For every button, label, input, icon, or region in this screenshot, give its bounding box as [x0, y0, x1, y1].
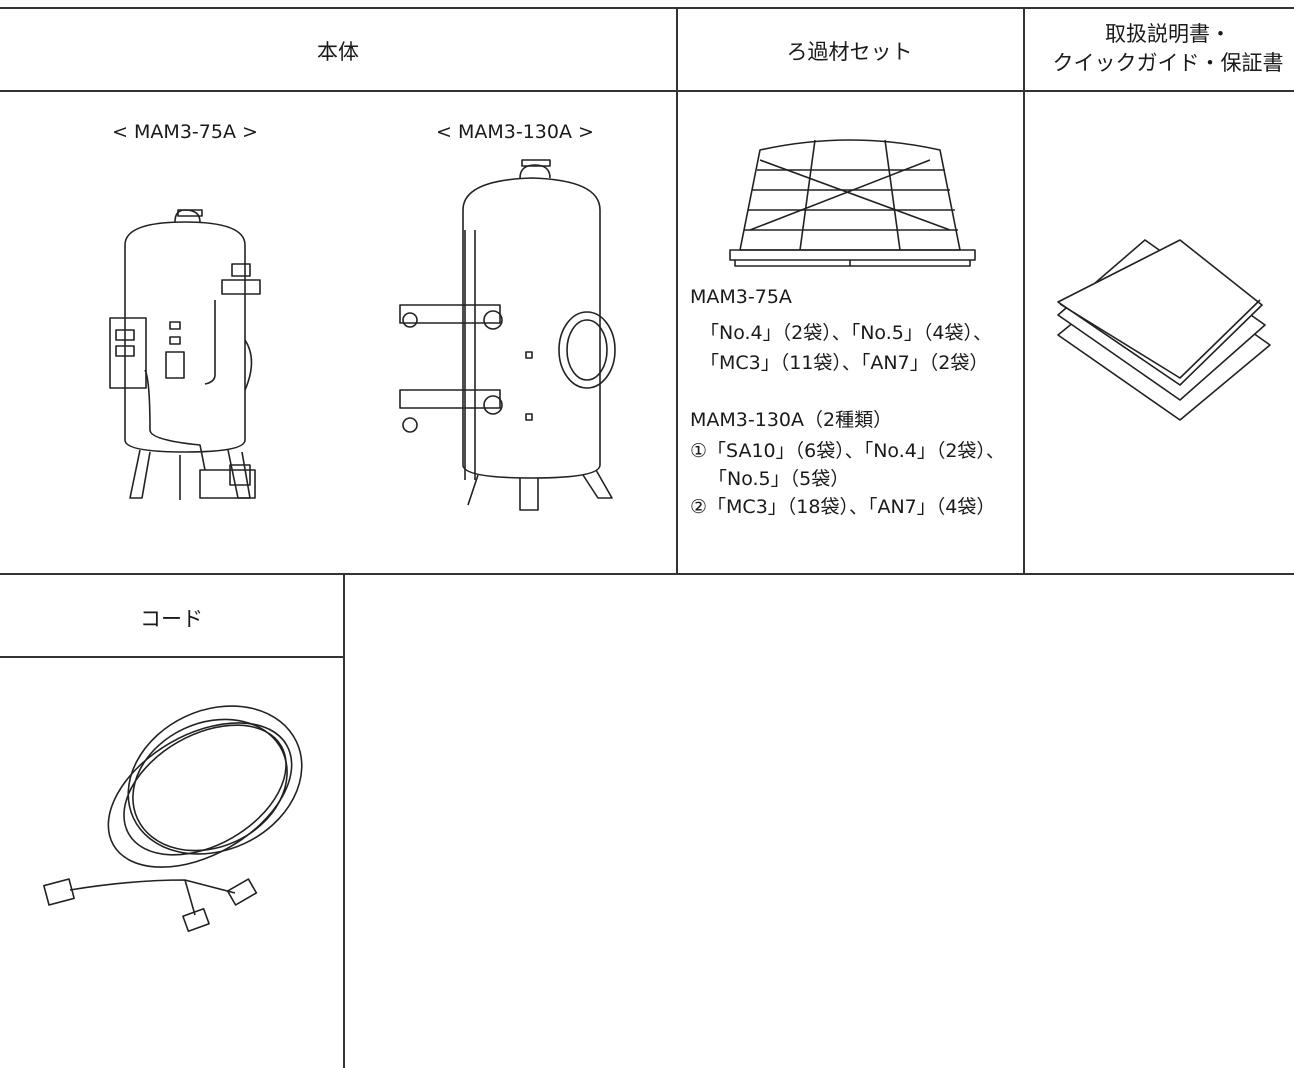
rule — [676, 7, 678, 574]
filter-media-illustration — [729, 139, 976, 267]
rule — [0, 573, 1294, 575]
cord-illustration — [43, 705, 303, 933]
tank-illustration — [399, 159, 616, 511]
header: 取扱説明書・ — [1105, 22, 1231, 46]
text: 「No.5」（5袋） — [708, 468, 850, 490]
rule — [1023, 7, 1025, 574]
text: 「No.4」（2袋）、「No.5」（4袋）、 — [700, 322, 992, 344]
rule — [0, 90, 1294, 92]
header: ろ過材セット — [786, 40, 913, 64]
text: ①「SA10」（6袋）、「No.4」（2袋）、 — [690, 440, 1005, 462]
header: クイックガイド・保証書 — [1052, 51, 1284, 75]
model-label: < MAM3-130A > — [436, 121, 594, 143]
text: 「MC3」（11袋）、「AN7」（2袋） — [700, 352, 989, 374]
rule — [343, 573, 345, 1068]
header: コード — [140, 607, 203, 631]
group-title: MAM3-130A（2種類） — [690, 409, 893, 431]
text: ②「MC3」（18袋）、「AN7」（4袋） — [690, 496, 996, 518]
rule — [0, 7, 1294, 9]
manual-illustration — [1057, 239, 1271, 421]
tank-illustration — [109, 209, 261, 500]
group-title: MAM3-75A — [690, 286, 792, 308]
rule — [0, 656, 343, 658]
header: 本体 — [317, 40, 359, 64]
model-label: < MAM3-75A > — [112, 121, 258, 143]
